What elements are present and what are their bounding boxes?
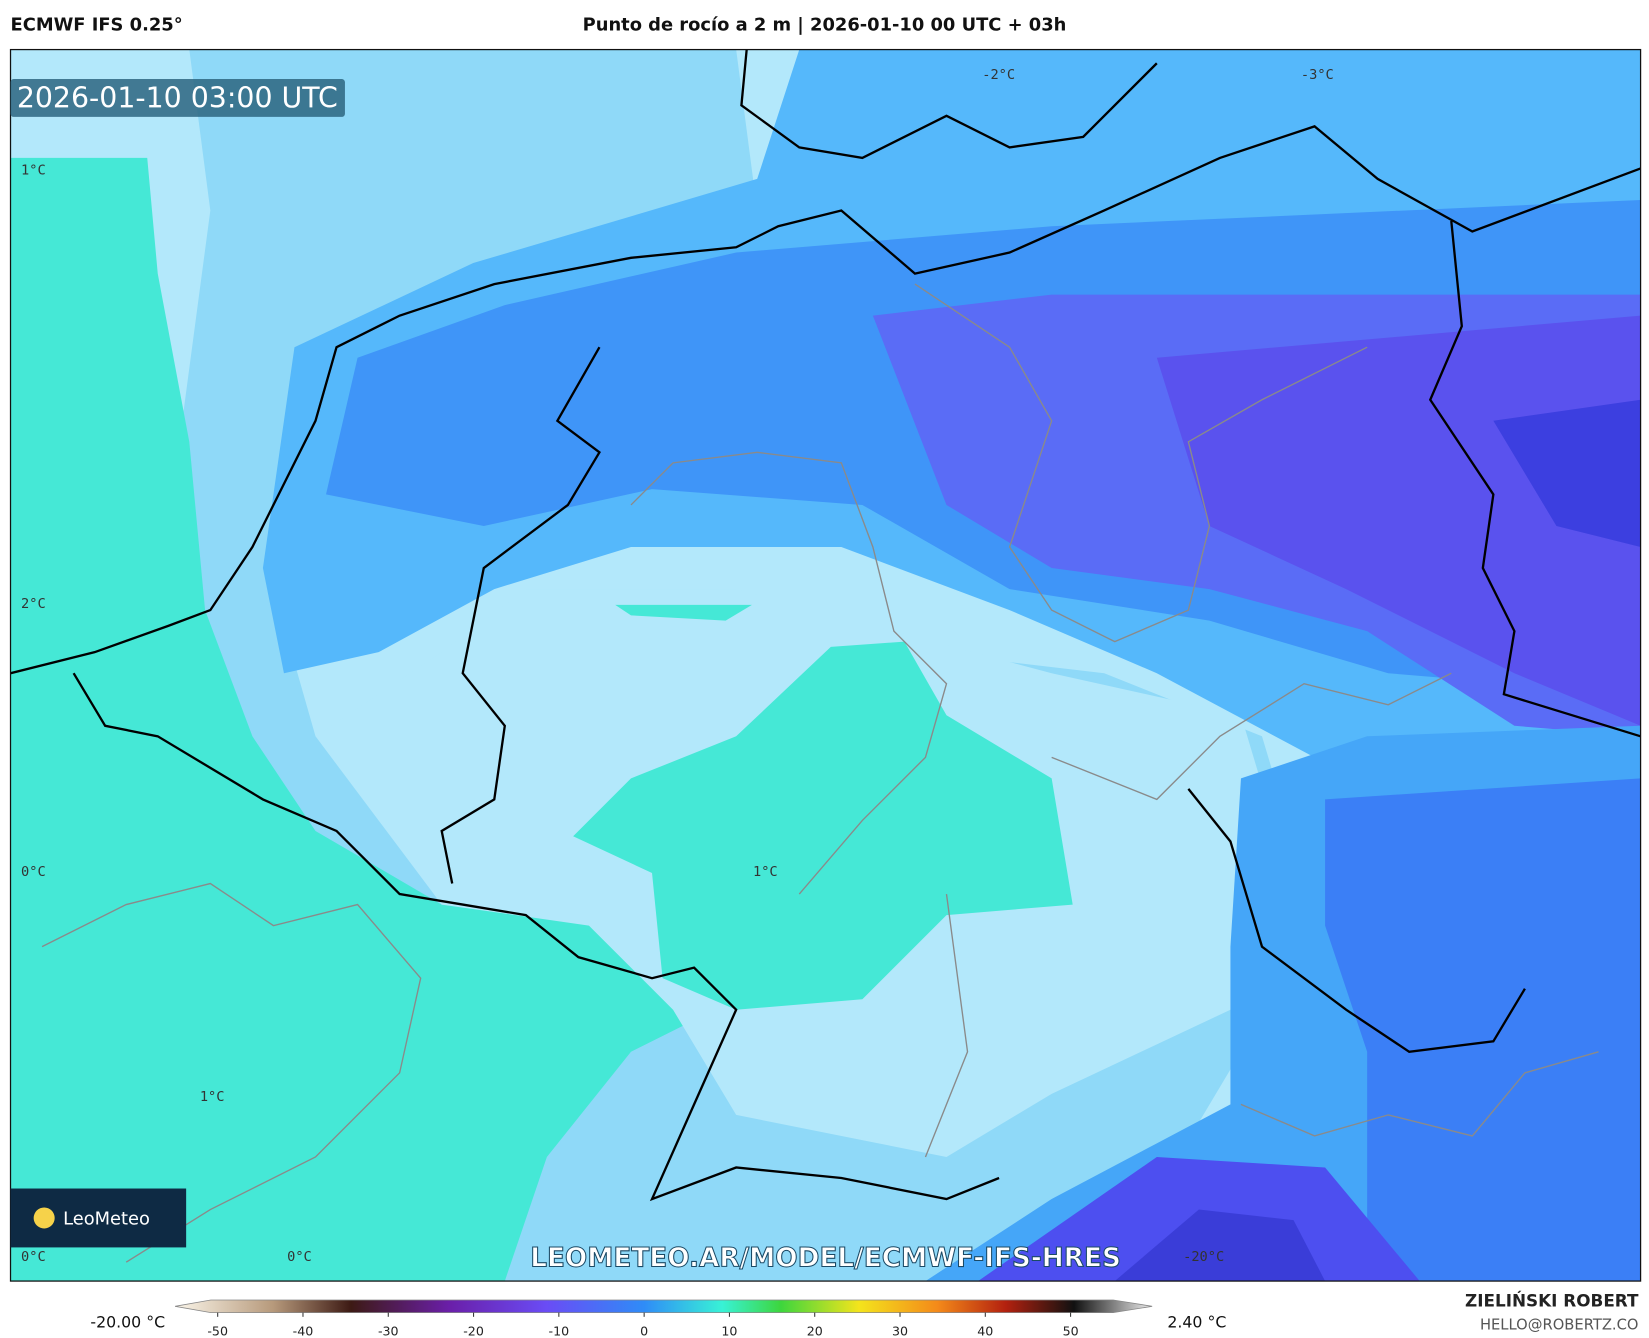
colorbar-tick-label: -20 (463, 1324, 484, 1338)
contour-label: -2°C (982, 67, 1015, 83)
regional-border (1240, 1051, 1599, 1137)
field-core-south (1114, 1209, 1326, 1282)
logo-sun (33, 1207, 55, 1229)
contour-label: 1°C (200, 1089, 225, 1105)
field-warm-spot (615, 604, 752, 621)
regional-border (924, 672, 1452, 1158)
colorbar: -50 -40 -30 -20 -10 0 10 20 30 40 50 (174, 1299, 1153, 1338)
colorbar-tick-label: -10 (549, 1324, 570, 1338)
colorbar-tick-label: 50 (1063, 1324, 1079, 1338)
contour-label: -3°C (1301, 67, 1334, 83)
contour-label: 0°C (287, 1249, 312, 1265)
colorbar-tick-label: -50 (207, 1324, 228, 1338)
contact: HELLO@ROBERTZ.CO (1480, 1316, 1639, 1333)
national-border (1428, 220, 1641, 738)
field-cold-southeast (1325, 778, 1641, 1282)
colorbar-tick-label: 40 (977, 1324, 993, 1338)
regional-border (41, 882, 422, 1263)
colorbar-max: 2.40 °C (1167, 1312, 1226, 1331)
field-core-east (1493, 399, 1641, 548)
contour-label: 1°C (753, 864, 778, 880)
contour-label: 2°C (21, 596, 46, 612)
logo-text: LeoMeteo (63, 1208, 150, 1229)
watermark: LEOMETEO.AR/MODEL/ECMWF-IFS-HRES (530, 1243, 1121, 1273)
contour-label: 0°C (21, 1249, 46, 1265)
colorbar-bar (174, 1299, 1153, 1314)
valid-time: 2026-01-10 03:00 UTC (17, 81, 338, 114)
national-border (72, 672, 1000, 1202)
author: ZIELIŃSKI ROBERT (1465, 1289, 1639, 1310)
map (10, 49, 1641, 1282)
field-warm-west (10, 157, 737, 1282)
map-title: Punto de rocío a 2 m | 2026-01-10 00 UTC… (583, 15, 1067, 36)
colorbar-tick-label: -40 (293, 1324, 314, 1338)
colorbar-tick-label: 10 (721, 1324, 737, 1338)
colorbar-tick-label: 20 (807, 1324, 823, 1338)
field-warm-center (573, 641, 1073, 1010)
regional-border (630, 451, 948, 895)
coastline (10, 125, 1641, 675)
contour-label: 1°C (21, 163, 46, 179)
valid-time-box (10, 79, 345, 117)
contour-label: 0°C (21, 864, 46, 880)
regional-border (914, 283, 1368, 643)
colorbar-tick-label: 0 (640, 1324, 648, 1338)
map-frame (9, 48, 1642, 1282)
coastline-north (740, 49, 1158, 160)
colorbar-tick-label: -30 (378, 1324, 399, 1338)
national-border (440, 346, 601, 884)
national-border (1187, 788, 1526, 1054)
contour-label: -20°C (1183, 1249, 1224, 1265)
colorbar-min: -20.00 °C (90, 1312, 165, 1331)
model-name: ECMWF IFS 0.25° (11, 15, 183, 36)
colorbar-tick-label: 30 (892, 1324, 908, 1338)
